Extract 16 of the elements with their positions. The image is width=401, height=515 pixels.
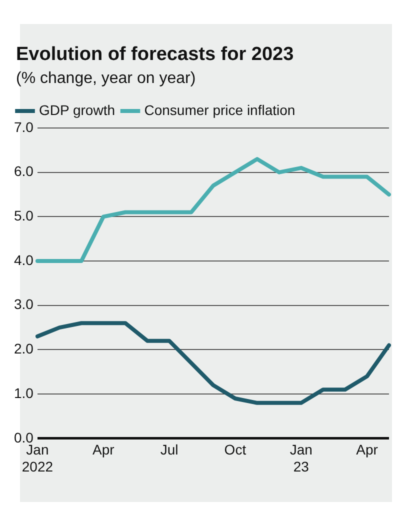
y-tick-label: 5.0	[14, 208, 34, 224]
x-tick-label: Oct	[224, 442, 246, 458]
x-tick-label: Jan 23	[290, 442, 312, 474]
x-tick-label: Jul	[160, 442, 178, 458]
chart-title: Evolution of forecasts for 2023	[16, 44, 294, 66]
y-tick-label: 7.0	[14, 118, 34, 135]
y-tick-label: 1.0	[14, 384, 34, 401]
chart-subtitle: (% change, year on year)	[16, 70, 196, 88]
y-tick-label: 4.0	[14, 252, 34, 268]
x-tick-label: Apr	[92, 442, 115, 458]
y-tick-label: 6.0	[14, 163, 34, 180]
legend-label: GDP growth	[39, 102, 115, 118]
x-tick-label: Apr	[356, 442, 378, 458]
y-tick-label: 3.0	[14, 296, 34, 312]
legend-label: Consumer price inflation	[144, 102, 296, 118]
y-tick-label: 2.0	[14, 340, 34, 357]
